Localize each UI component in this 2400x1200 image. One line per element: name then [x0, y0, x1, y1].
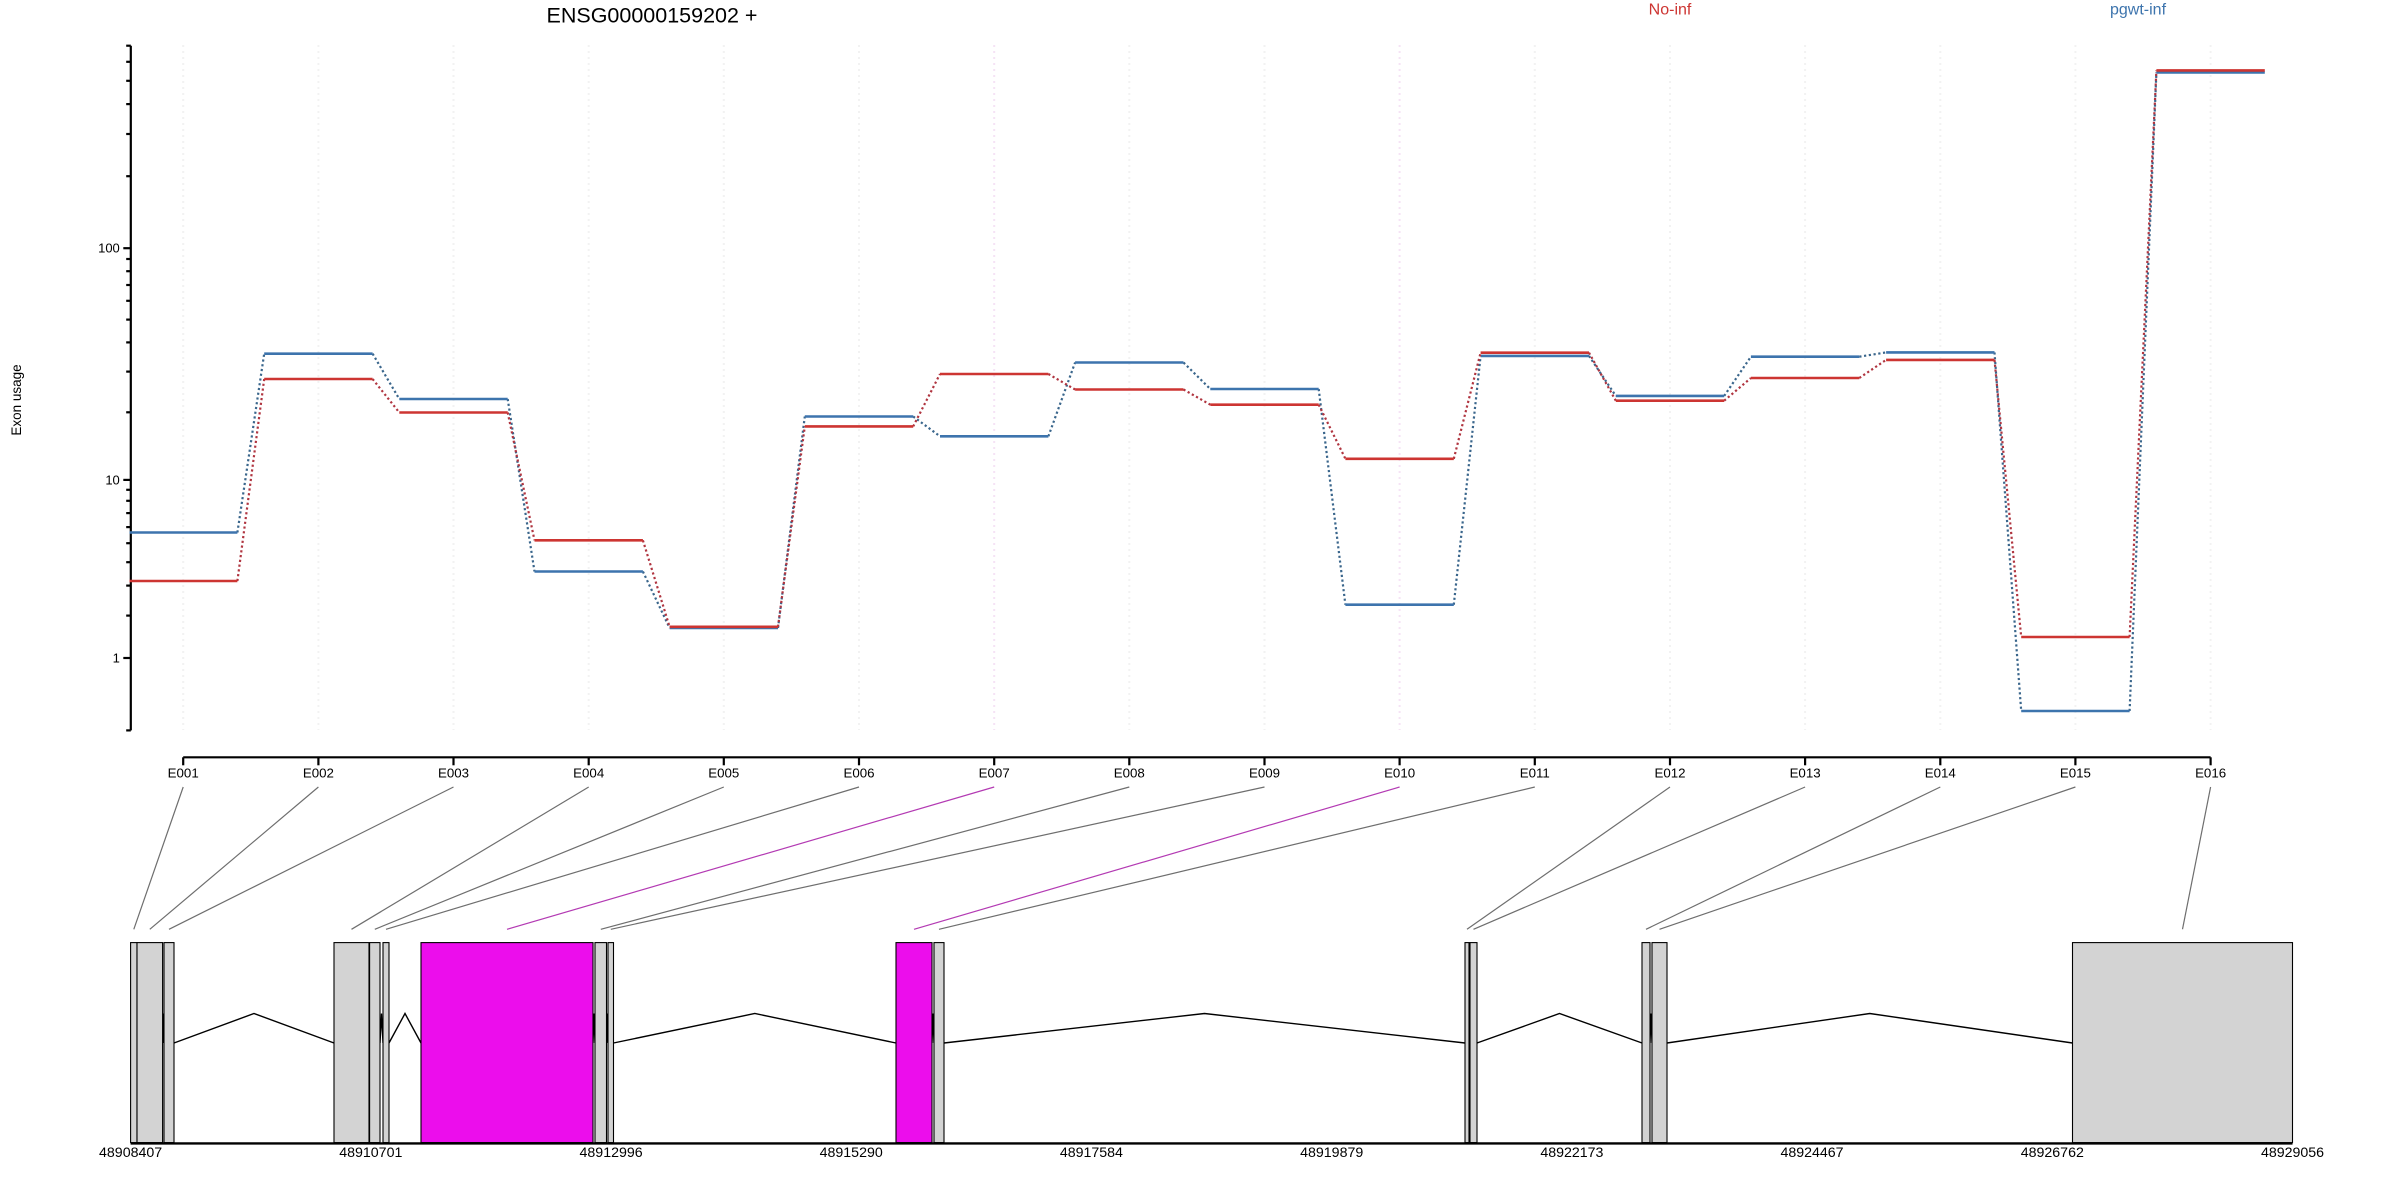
svg-text:E005: E005 — [708, 766, 739, 781]
svg-text:No-inf: No-inf — [1649, 2, 1692, 19]
svg-text:48915290: 48915290 — [820, 1145, 883, 1161]
svg-text:E014: E014 — [1925, 766, 1956, 781]
svg-text:Exon usage: Exon usage — [9, 364, 24, 435]
svg-text:E006: E006 — [843, 766, 874, 781]
svg-text:10: 10 — [105, 472, 119, 487]
svg-text:E001: E001 — [168, 766, 199, 781]
svg-text:E012: E012 — [1654, 766, 1685, 781]
svg-text:100: 100 — [98, 241, 120, 256]
svg-text:E013: E013 — [1790, 766, 1821, 781]
svg-text:48922173: 48922173 — [1540, 1145, 1603, 1161]
svg-text:E008: E008 — [1114, 766, 1145, 781]
svg-text:E011: E011 — [1520, 766, 1550, 781]
svg-text:E016: E016 — [2195, 766, 2226, 781]
svg-text:E002: E002 — [303, 766, 334, 781]
svg-text:48926762: 48926762 — [2021, 1145, 2084, 1161]
svg-text:E004: E004 — [573, 766, 604, 781]
svg-text:48929056: 48929056 — [2261, 1145, 2324, 1161]
svg-text:48919879: 48919879 — [1300, 1145, 1363, 1161]
svg-text:48917584: 48917584 — [1060, 1145, 1123, 1161]
svg-text:E009: E009 — [1249, 766, 1280, 781]
svg-text:48912996: 48912996 — [580, 1145, 643, 1161]
svg-text:pgwt-inf: pgwt-inf — [2110, 2, 2167, 19]
svg-text:48924467: 48924467 — [1780, 1145, 1843, 1161]
svg-text:E010: E010 — [1384, 766, 1415, 781]
svg-text:1: 1 — [113, 651, 120, 666]
svg-text:48908407: 48908407 — [99, 1145, 162, 1161]
svg-text:ENSG00000159202 +: ENSG00000159202 + — [547, 4, 758, 28]
svg-text:48910701: 48910701 — [339, 1145, 402, 1161]
svg-text:E007: E007 — [979, 766, 1010, 781]
svg-text:E003: E003 — [438, 766, 469, 781]
svg-text:E015: E015 — [2060, 766, 2091, 781]
